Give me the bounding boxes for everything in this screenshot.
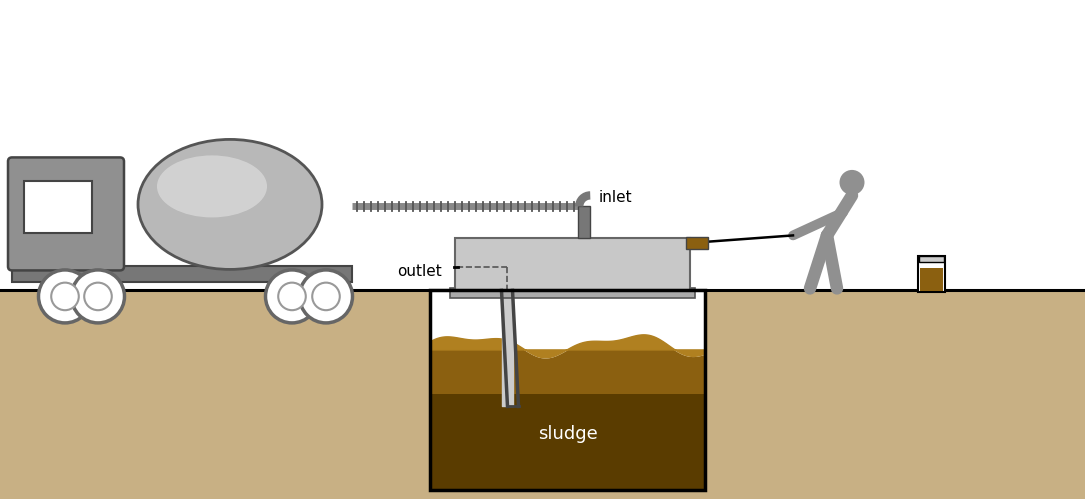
Circle shape — [299, 270, 353, 323]
Bar — [430, 290, 705, 491]
Text: outlet: outlet — [397, 264, 442, 279]
Circle shape — [278, 282, 306, 310]
Circle shape — [85, 282, 112, 310]
Text: inlet: inlet — [598, 191, 631, 206]
Bar — [920, 268, 943, 291]
Circle shape — [51, 282, 79, 310]
Circle shape — [266, 270, 319, 323]
Bar — [0, 290, 1085, 499]
Bar — [919, 256, 944, 262]
Bar — [686, 238, 709, 250]
Bar — [455, 239, 690, 290]
Bar — [430, 290, 705, 491]
Circle shape — [840, 170, 865, 195]
Bar — [578, 207, 590, 239]
Bar — [450, 288, 695, 298]
Circle shape — [72, 270, 125, 323]
Bar — [430, 320, 705, 394]
Bar — [918, 256, 945, 292]
Ellipse shape — [157, 155, 267, 218]
Ellipse shape — [138, 139, 322, 269]
Bar — [24, 182, 92, 234]
Bar — [12, 266, 352, 282]
Bar — [430, 320, 705, 491]
Circle shape — [38, 270, 91, 323]
FancyBboxPatch shape — [8, 157, 124, 270]
Circle shape — [312, 282, 340, 310]
Text: sludge: sludge — [538, 426, 598, 444]
